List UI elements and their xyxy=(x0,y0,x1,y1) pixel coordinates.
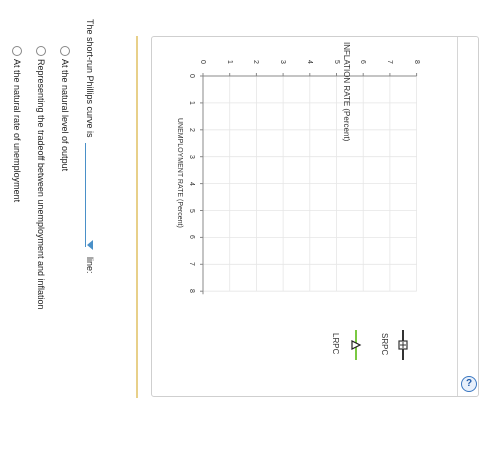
help-button[interactable]: ? xyxy=(461,376,477,392)
x-axis-title: UNEMPLOYMENT RATE (Percent) xyxy=(176,118,183,228)
graph-grid xyxy=(202,75,418,292)
radio-option-3[interactable] xyxy=(12,46,22,56)
dropdown-arrow-icon[interactable] xyxy=(87,240,93,250)
question-prompt: The short-run Phillips curve is xyxy=(85,19,95,138)
x-tick-label: 5 xyxy=(188,208,195,213)
srpc-tool[interactable] xyxy=(398,330,408,360)
x-tick-label: 1 xyxy=(188,100,195,105)
x-tick-label: 6 xyxy=(188,235,195,240)
x-tick-label: 4 xyxy=(188,181,195,186)
option-1-label: At the natural level of output xyxy=(60,59,70,172)
option-2-label: Representing the tradeoff between unempl… xyxy=(36,59,46,310)
x-tick-label: 2 xyxy=(188,127,195,132)
y-tick-label: 1 xyxy=(225,60,233,64)
y-tick-label: 0 xyxy=(199,60,206,64)
x-tick-label: 7 xyxy=(188,262,195,267)
radio-option-1[interactable] xyxy=(60,46,70,56)
graph-panel: ? xyxy=(151,36,479,397)
answer-dropdown-line[interactable] xyxy=(85,143,86,247)
lrpc-label: LRPC xyxy=(331,333,340,355)
x-tick-label: 8 xyxy=(188,289,195,294)
x-tick-label: 0 xyxy=(188,74,195,78)
y-tick-label: 7 xyxy=(385,60,393,64)
graph-axes xyxy=(200,75,417,295)
panel-sidebar-divider xyxy=(457,37,458,396)
srpc-label: SRPC xyxy=(380,333,389,356)
y-tick-label: 6 xyxy=(359,60,367,64)
x-tick-label: 3 xyxy=(188,154,195,159)
y-tick-label: 8 xyxy=(412,60,420,64)
graph-ticks xyxy=(200,73,418,292)
y-tick-label: 4 xyxy=(305,60,313,64)
option-3-label: At the natural rate of unemployment xyxy=(12,59,22,203)
question-divider xyxy=(136,36,138,398)
y-tick-label: 5 xyxy=(332,60,340,64)
y-axis-title: INFLATION RATE (Percent) xyxy=(342,42,351,142)
question-suffix: line: xyxy=(85,257,95,274)
y-tick-label: 3 xyxy=(279,60,287,64)
lrpc-tool[interactable] xyxy=(351,330,362,360)
y-tick-label: 2 xyxy=(252,60,260,64)
radio-option-2[interactable] xyxy=(36,46,46,56)
